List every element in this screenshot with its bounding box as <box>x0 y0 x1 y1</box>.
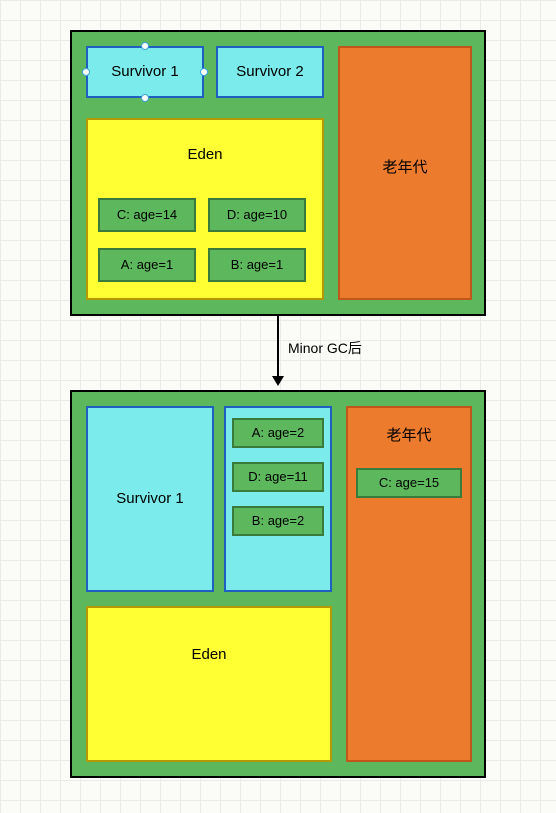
obj-label: A: age=1 <box>98 248 196 282</box>
obj-label: B: age=2 <box>232 506 324 536</box>
bottom-eden-label: Eden <box>86 646 332 663</box>
obj-label: D: age=11 <box>232 462 324 492</box>
obj-label: C: age=15 <box>356 468 462 498</box>
obj-label: B: age=1 <box>208 248 306 282</box>
obj-label: C: age=14 <box>98 198 196 232</box>
bottom-old-gen-label: 老年代 <box>346 424 472 445</box>
selection-handle[interactable] <box>141 42 149 50</box>
bottom-survivor1-label: Survivor 1 <box>86 490 214 507</box>
top-survivor1-label: Survivor 1 <box>86 46 204 98</box>
arrow-head-icon <box>272 376 284 386</box>
top-eden-label: Eden <box>86 146 324 163</box>
diagram-canvas: Survivor 1 Survivor 2 Eden 老年代 C: age=14… <box>0 0 556 813</box>
selection-handle[interactable] <box>82 68 90 76</box>
selection-handle[interactable] <box>200 68 208 76</box>
obj-label: A: age=2 <box>232 418 324 448</box>
bottom-old-gen <box>346 406 472 762</box>
arrow-line <box>277 316 279 378</box>
selection-handle[interactable] <box>141 94 149 102</box>
obj-label: D: age=10 <box>208 198 306 232</box>
bottom-eden <box>86 606 332 762</box>
top-old-gen-label: 老年代 <box>338 156 472 177</box>
top-survivor2-label: Survivor 2 <box>216 46 324 98</box>
arrow-label: Minor GC后 <box>288 338 362 358</box>
